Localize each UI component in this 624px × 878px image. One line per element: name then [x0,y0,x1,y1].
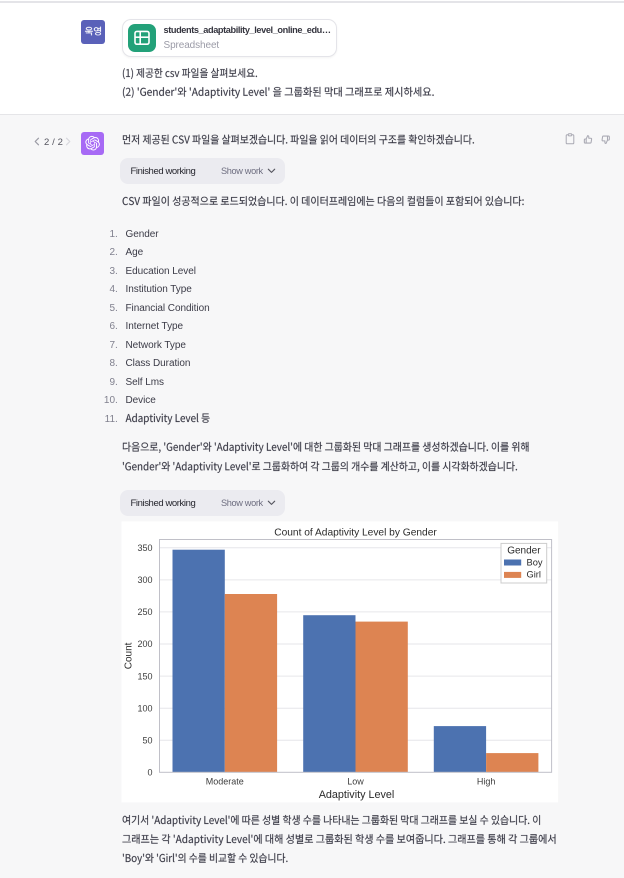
svg-text:0: 0 [147,768,152,778]
svg-text:Moderate: Moderate [206,777,244,787]
svg-text:350: 350 [137,543,152,553]
svg-text:150: 150 [137,671,152,681]
svg-text:Gender: Gender [507,546,541,557]
svg-text:Girl: Girl [527,570,541,580]
svg-text:Count: Count [124,642,135,669]
svg-text:High: High [477,777,496,787]
svg-text:Low: Low [347,777,364,787]
svg-text:300: 300 [137,575,152,585]
svg-text:100: 100 [137,703,152,713]
svg-text:200: 200 [137,639,152,649]
svg-text:Count of Adaptivity Level by G: Count of Adaptivity Level by Gender [274,528,437,539]
svg-text:Boy: Boy [527,557,543,567]
svg-text:50: 50 [142,735,152,745]
svg-text:250: 250 [137,607,152,617]
svg-text:Adaptivity Level: Adaptivity Level [319,789,395,801]
